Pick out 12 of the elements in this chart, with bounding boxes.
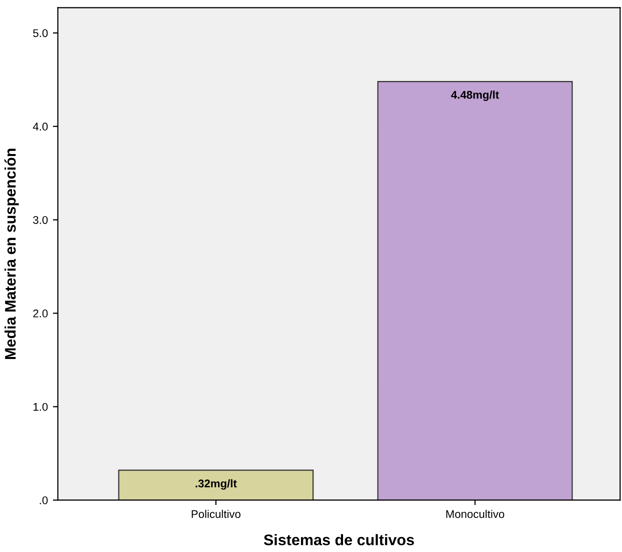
x-tick-label: Monocultivo [446,510,504,518]
x-axis-title: Sistemas de cultivos [264,534,414,546]
y-tick-label: 5.0 [33,29,48,38]
x-tick-label: Policultivo [192,510,240,518]
y-tick-label: 2.0 [33,310,48,318]
data-label: 4.48mg/lt [451,90,499,101]
data-label: .32mg/lt [196,479,237,490]
y-tick-label: 3.0 [33,216,48,224]
y-tick-label: 1.0 [34,402,48,411]
y-axis-title: Media Materia en suspención [4,148,19,360]
y-tick-label: .0 [40,496,48,504]
y-tick-label: 4.0 [32,122,48,131]
